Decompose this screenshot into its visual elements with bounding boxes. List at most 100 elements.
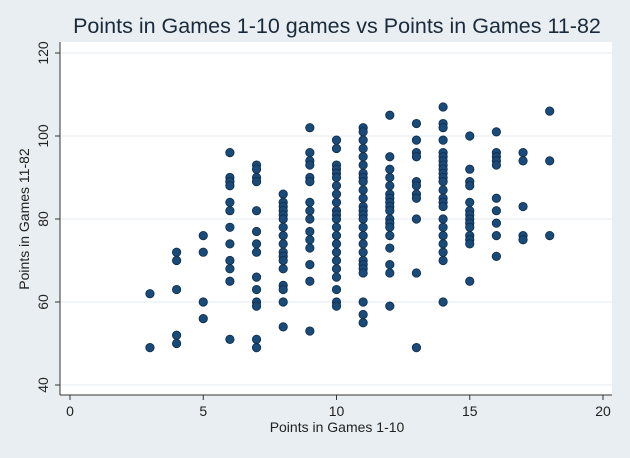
data-point (331, 222, 342, 232)
data-point (331, 172, 342, 183)
data-point (358, 185, 368, 195)
data-point (305, 326, 315, 336)
data-point (305, 206, 315, 216)
data-point (225, 255, 235, 266)
data-point (172, 284, 182, 295)
data-point (491, 160, 501, 170)
chart-title: Points in Games 1-10 games vs Points in … (73, 14, 601, 38)
data-point (225, 222, 235, 232)
data-point (278, 264, 288, 274)
data-point (518, 148, 528, 158)
data-point (438, 239, 448, 249)
data-point (172, 255, 182, 266)
data-point (465, 164, 475, 174)
data-point (225, 239, 235, 249)
data-point (411, 135, 422, 145)
data-point (518, 156, 528, 166)
data-point (411, 193, 422, 203)
data-point (305, 160, 315, 170)
data-point (331, 197, 342, 207)
data-point (491, 206, 501, 216)
data-point (278, 255, 288, 266)
data-point (438, 135, 448, 145)
data-point (358, 309, 368, 320)
data-point (491, 251, 501, 261)
data-point (411, 152, 422, 162)
data-point (465, 197, 475, 207)
data-point (438, 177, 448, 187)
data-point (331, 231, 342, 241)
data-point (465, 222, 475, 232)
data-point (305, 260, 315, 270)
y-axis-ticks: 40 60 80 100 120 (35, 41, 60, 393)
data-point (438, 214, 448, 224)
data-point (278, 239, 288, 249)
data-point (385, 181, 395, 191)
data-point (465, 276, 475, 286)
data-point (225, 197, 235, 207)
data-point (385, 172, 395, 183)
data-point (251, 334, 262, 344)
x-axis-ticks: 0 5 10 15 20 (66, 395, 611, 419)
data-point (278, 214, 288, 224)
data-point (145, 343, 155, 353)
data-point (358, 152, 368, 162)
data-point (198, 297, 208, 307)
data-point (331, 143, 342, 154)
data-point (251, 343, 262, 353)
y-tick-label: 40 (35, 377, 51, 393)
data-point (358, 231, 368, 241)
data-point (331, 239, 342, 249)
data-point (225, 181, 235, 191)
data-point (251, 301, 262, 311)
data-point (358, 222, 368, 232)
data-point (251, 247, 262, 257)
data-point (465, 239, 475, 249)
data-point (331, 264, 342, 274)
data-point (172, 330, 182, 340)
data-point (385, 260, 395, 270)
data-point (278, 189, 288, 199)
data-point (251, 239, 262, 249)
data-point (331, 181, 342, 191)
data-point (305, 123, 315, 133)
data-point (545, 106, 555, 116)
data-point (358, 268, 368, 278)
data-point (225, 148, 235, 158)
data-point (278, 222, 288, 232)
data-point (305, 197, 315, 207)
x-axis-label: Points in Games 1-10 (270, 419, 405, 435)
data-point (198, 231, 208, 241)
data-point (411, 181, 422, 191)
data-point (465, 181, 475, 191)
data-point (411, 343, 422, 353)
data-point (385, 231, 395, 241)
x-tick-label: 0 (66, 403, 74, 419)
data-point (305, 177, 315, 187)
data-point (145, 289, 155, 299)
data-point (251, 206, 262, 216)
x-tick-label: 5 (199, 403, 207, 419)
data-point (358, 318, 368, 328)
data-point (331, 135, 342, 145)
data-point (358, 143, 368, 154)
data-point (385, 152, 395, 162)
data-point (491, 218, 501, 228)
data-point (172, 338, 182, 349)
data-point (438, 255, 448, 266)
data-point (331, 247, 342, 257)
y-tick-label: 60 (35, 294, 51, 310)
data-point (305, 276, 315, 286)
data-point (225, 264, 235, 274)
data-point (385, 243, 395, 253)
data-point (305, 214, 315, 224)
x-tick-label: 15 (462, 403, 478, 419)
data-point (358, 214, 368, 224)
y-tick-label: 80 (35, 211, 51, 227)
data-point (278, 231, 288, 241)
data-point (278, 297, 288, 307)
data-point (198, 313, 208, 324)
data-point (491, 193, 501, 203)
data-point (411, 118, 422, 129)
